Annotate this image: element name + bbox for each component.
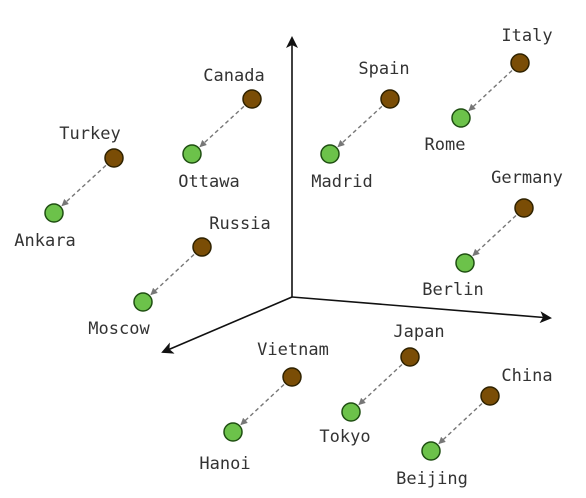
capital-label: Moscow <box>88 319 150 339</box>
capital-label: Madrid <box>311 172 372 192</box>
pair-china: China Beijing <box>396 366 552 489</box>
capital-label: Beijing <box>396 469 468 489</box>
capital-dot-moscow <box>133 292 153 312</box>
arrow-vietnam-to-hanoi <box>240 383 285 426</box>
capital-label: Berlin <box>422 280 483 300</box>
arrow-turkey-to-ankara <box>61 164 107 207</box>
capital-label: Ankara <box>14 231 75 251</box>
pair-spain: Spain Madrid <box>311 59 409 192</box>
arrow-canada-to-ottawa <box>199 105 245 148</box>
arrow-japan-to-tokyo <box>358 363 403 406</box>
country-label: Spain <box>358 59 409 79</box>
country-dot-japan <box>400 347 420 367</box>
capital-label: Tokyo <box>319 427 370 447</box>
capital-dot-hanoi <box>223 422 243 442</box>
country-label: China <box>501 366 552 386</box>
country-dot-canada <box>242 89 262 109</box>
capital-label: Rome <box>425 135 466 155</box>
capital-dot-tokyo <box>341 402 361 422</box>
country-label: Russia <box>209 214 270 234</box>
arrow-italy-to-rome <box>468 69 513 112</box>
arrow-germany-to-berlin <box>472 214 517 257</box>
capital-dot-ankara <box>44 203 64 223</box>
capital-dot-beijing <box>421 441 441 461</box>
capital-dot-berlin <box>455 253 475 273</box>
country-label: Japan <box>393 322 444 342</box>
pair-italy: Italy Rome <box>425 26 553 155</box>
country-dot-italy <box>510 53 530 73</box>
axis-right <box>291 296 552 324</box>
country-dot-turkey <box>104 148 124 168</box>
country-label: Canada <box>203 66 264 86</box>
country-label: Italy <box>501 26 552 46</box>
country-label: Germany <box>491 168 563 188</box>
arrow-spain-to-madrid <box>337 105 383 148</box>
country-dot-china <box>480 386 500 406</box>
country-dot-russia <box>192 237 212 257</box>
country-dot-vietnam <box>282 367 302 387</box>
axis-left <box>161 296 293 354</box>
arrow-china-to-beijing <box>438 402 483 445</box>
country-dot-spain <box>380 89 400 109</box>
capital-label: Hanoi <box>199 454 250 474</box>
pair-russia: Russia Moscow <box>88 214 270 339</box>
arrow-russia-to-moscow <box>150 253 195 296</box>
country-label: Vietnam <box>257 340 329 360</box>
country-label: Turkey <box>59 124 120 144</box>
capital-label: Ottawa <box>178 172 239 192</box>
pair-canada: Canada Ottawa <box>178 66 264 192</box>
pairs-layer: Turkey Ankara Canada Ottawa Spain Madrid Italy… <box>14 26 563 489</box>
capital-dot-rome <box>451 108 471 128</box>
capital-dot-madrid <box>320 144 340 164</box>
pair-vietnam: Vietnam Hanoi <box>199 340 328 474</box>
capital-dot-ottawa <box>182 144 202 164</box>
pair-germany: Germany Berlin <box>422 168 563 300</box>
pair-japan: Japan Tokyo <box>319 322 444 447</box>
country-dot-germany <box>514 198 534 218</box>
pair-turkey: Turkey Ankara <box>14 124 124 251</box>
